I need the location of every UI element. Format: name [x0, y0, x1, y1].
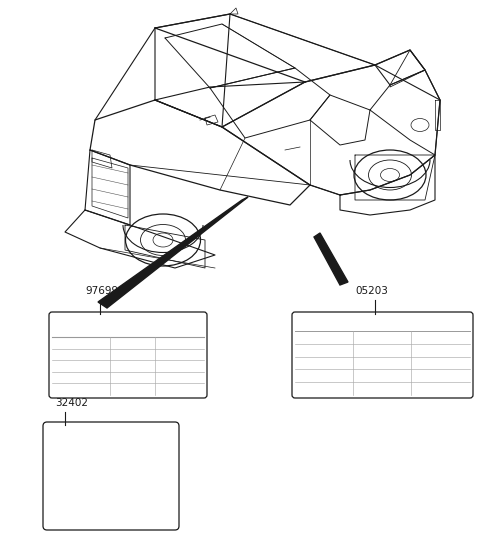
FancyBboxPatch shape [49, 312, 207, 398]
FancyBboxPatch shape [43, 422, 179, 530]
Text: 32402: 32402 [55, 398, 88, 408]
Polygon shape [98, 197, 248, 308]
Text: 97699A: 97699A [85, 286, 125, 296]
Text: 05203: 05203 [355, 286, 388, 296]
Polygon shape [314, 233, 348, 285]
FancyBboxPatch shape [292, 312, 473, 398]
